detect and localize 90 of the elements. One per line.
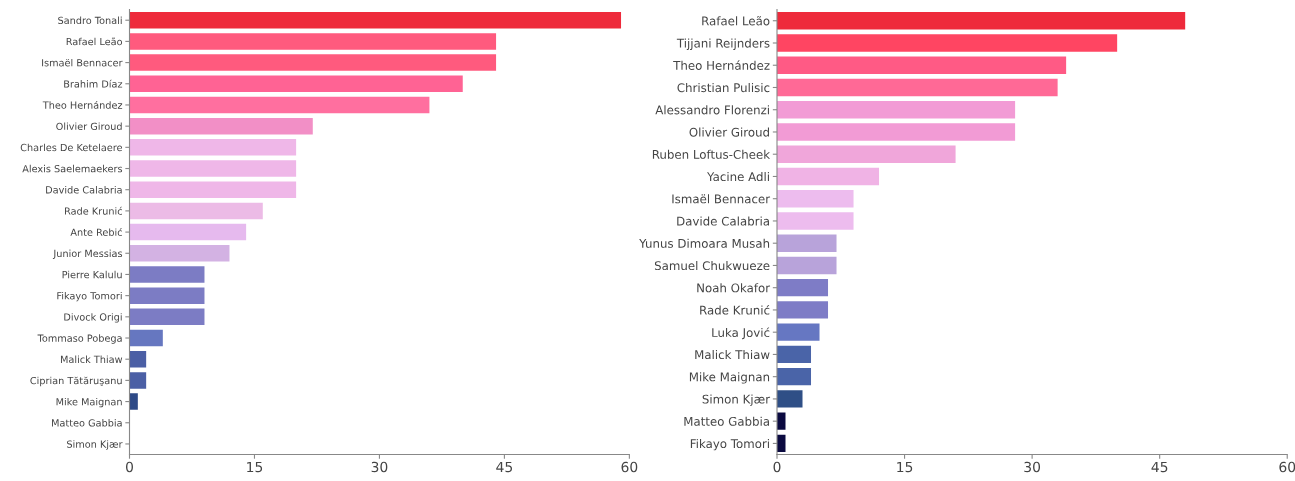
x-tick-label: 45 bbox=[1151, 461, 1168, 473]
x-tick-label: 15 bbox=[247, 461, 263, 473]
bar bbox=[777, 145, 956, 163]
bar bbox=[777, 345, 812, 364]
y-tick-label: Ciprian Tătăruşanu bbox=[30, 376, 122, 387]
bar bbox=[129, 202, 263, 220]
bar bbox=[777, 34, 1118, 52]
y-tick-label: Junior Messias bbox=[52, 249, 123, 259]
bar bbox=[777, 123, 1016, 141]
y-tick-label: Matteo Gabbia bbox=[52, 419, 122, 427]
y-tick-label: Samuel Chukwueze bbox=[654, 260, 770, 271]
y-tick-label: Olivier Giroud bbox=[689, 127, 769, 137]
bar bbox=[777, 56, 1067, 74]
bar bbox=[129, 11, 622, 29]
bar bbox=[129, 96, 430, 114]
x-tick-label: 60 bbox=[621, 461, 638, 473]
y-tick-label: Brahim Díaz bbox=[64, 79, 123, 88]
y-tick-label: Rafael Leão bbox=[702, 16, 770, 26]
y-tick-label: Mike Maignan bbox=[56, 397, 122, 408]
y-tick-label: Theo Hernández bbox=[42, 100, 123, 109]
bar bbox=[129, 350, 147, 368]
y-tick-label: Rade Krunić bbox=[65, 206, 122, 215]
y-tick-label: Rade Krunić bbox=[700, 304, 770, 315]
bar bbox=[777, 368, 812, 386]
y-tick-label: Mike Maignan bbox=[689, 372, 770, 384]
y-tick-label: Divock Origi bbox=[64, 313, 122, 323]
bar bbox=[777, 390, 803, 408]
y-tick-label: Theo Hernández bbox=[673, 60, 770, 70]
y-tick-label: Matteo Gabbia bbox=[684, 416, 769, 426]
y-tick-label: Simon Kjær bbox=[702, 394, 771, 406]
y-tick-label: Christian Pulisic bbox=[677, 83, 770, 93]
y-tick-label: Simon Kjær bbox=[67, 440, 123, 450]
y-tick-label: Ante Rebić bbox=[70, 228, 122, 236]
y-tick-label: Charles De Ketelaere bbox=[20, 143, 123, 152]
y-tick-label: Alexis Saelemaekers bbox=[22, 164, 123, 173]
bar bbox=[777, 212, 854, 230]
bar bbox=[129, 33, 497, 50]
bar bbox=[777, 190, 854, 208]
y-tick-label: Luka Jović bbox=[712, 327, 770, 340]
bar bbox=[777, 12, 1186, 30]
y-tick-label: Rafael Leão bbox=[66, 37, 123, 46]
x-tick-label: 60 bbox=[1279, 461, 1295, 473]
x-tick-label: 30 bbox=[371, 461, 388, 473]
x-tick-label: 0 bbox=[773, 461, 781, 473]
y-tick-label: Tijjani Reijnders bbox=[676, 38, 770, 50]
y-tick-label: Fikayo Tomori bbox=[690, 438, 769, 451]
bar bbox=[777, 256, 837, 275]
y-tick-label: Yunus Dimoara Musah bbox=[639, 238, 770, 248]
y-tick-label: Davide Calabria bbox=[46, 186, 122, 194]
y-tick-label: Noah Okafor bbox=[697, 283, 771, 293]
bar bbox=[777, 323, 820, 341]
bar bbox=[129, 139, 297, 156]
bar bbox=[129, 372, 147, 389]
bar bbox=[777, 434, 786, 453]
bar bbox=[129, 329, 163, 347]
x-tick-label: 30 bbox=[1024, 461, 1041, 473]
y-tick-label: Ismaël Bennacer bbox=[42, 58, 123, 67]
y-tick-label: Malick Thiaw bbox=[60, 355, 123, 364]
y-tick-label: Fikayo Tomori bbox=[57, 291, 122, 302]
y-tick-label: Ismaël Bennacer bbox=[672, 194, 771, 204]
bar bbox=[129, 393, 138, 410]
bar bbox=[129, 75, 463, 93]
y-tick-label: Yacine Adli bbox=[707, 171, 769, 182]
bar bbox=[129, 181, 297, 198]
y-tick-label: Ruben Loftus-Cheek bbox=[652, 149, 771, 159]
bar bbox=[129, 287, 205, 304]
y-tick-label: Davide Calabria bbox=[677, 216, 769, 226]
bar bbox=[129, 54, 497, 71]
bar bbox=[129, 266, 205, 283]
y-tick-label: Malick Thiaw bbox=[695, 349, 770, 360]
y-tick-label: Pierre Kalulu bbox=[62, 270, 122, 279]
bar bbox=[777, 167, 880, 186]
x-tick-label: 0 bbox=[126, 461, 133, 473]
bar bbox=[777, 301, 829, 319]
y-tick-label: Tommaso Pobega bbox=[37, 334, 122, 344]
bar bbox=[129, 160, 297, 177]
bar bbox=[777, 412, 786, 430]
bar bbox=[777, 101, 1016, 119]
bar bbox=[129, 117, 313, 135]
bar bbox=[129, 245, 230, 262]
bar bbox=[129, 223, 247, 241]
y-tick-label: Alessandro Florenzi bbox=[655, 105, 769, 115]
y-tick-label: Sandro Tonali bbox=[58, 16, 122, 25]
x-tick-label: 45 bbox=[496, 461, 513, 473]
x-tick-label: 15 bbox=[897, 461, 913, 473]
bar bbox=[129, 308, 205, 326]
bar bbox=[777, 78, 1058, 97]
bar bbox=[777, 234, 837, 252]
y-tick-label: Olivier Giroud bbox=[56, 122, 122, 130]
bar bbox=[777, 279, 829, 297]
